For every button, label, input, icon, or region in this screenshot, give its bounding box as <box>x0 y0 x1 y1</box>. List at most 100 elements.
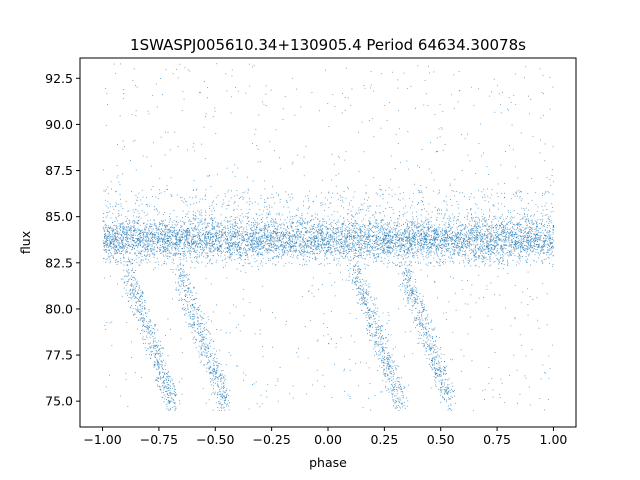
data-point <box>536 221 538 223</box>
data-point <box>220 245 222 247</box>
data-point <box>180 197 181 198</box>
data-point <box>513 236 515 238</box>
data-point <box>300 252 302 254</box>
data-point <box>349 260 351 262</box>
data-point <box>299 216 301 218</box>
data-point <box>516 264 517 266</box>
data-point <box>208 243 210 244</box>
data-point <box>454 241 456 242</box>
data-point <box>310 247 311 249</box>
data-point <box>468 231 470 232</box>
data-point <box>426 223 427 225</box>
data-point <box>367 251 369 252</box>
data-point <box>368 250 370 252</box>
data-point <box>146 233 148 235</box>
data-point <box>184 222 186 223</box>
data-point <box>292 241 293 243</box>
data-point <box>178 243 180 245</box>
data-point <box>411 243 413 245</box>
data-point <box>549 245 550 247</box>
data-point <box>324 226 326 227</box>
data-point <box>200 232 202 233</box>
data-point <box>206 239 208 241</box>
data-point <box>111 235 113 237</box>
data-point <box>212 245 214 247</box>
data-point <box>186 247 188 249</box>
data-point <box>539 234 541 236</box>
data-point <box>436 254 438 256</box>
data-point <box>147 220 149 222</box>
data-point <box>191 227 193 229</box>
data-point <box>520 251 522 252</box>
data-point <box>326 222 328 224</box>
data-point <box>416 255 418 256</box>
data-point <box>465 224 466 225</box>
data-point <box>219 246 221 248</box>
data-point <box>114 245 116 247</box>
data-point <box>381 231 383 233</box>
data-point <box>194 219 196 221</box>
data-point <box>126 233 128 234</box>
data-point <box>552 238 554 240</box>
data-point <box>375 212 377 214</box>
data-point <box>242 236 243 238</box>
data-point <box>549 227 551 229</box>
data-point <box>508 222 509 223</box>
data-point <box>503 218 505 220</box>
data-point <box>386 228 388 229</box>
data-point <box>369 241 371 243</box>
data-point <box>231 231 233 233</box>
data-point <box>404 230 406 232</box>
data-point <box>517 256 519 258</box>
data-point <box>140 240 142 241</box>
data-point <box>204 234 206 236</box>
data-point <box>120 234 122 236</box>
data-point <box>249 233 251 235</box>
data-point <box>153 249 155 251</box>
data-point <box>138 257 140 258</box>
data-point <box>552 193 554 195</box>
data-point <box>338 251 340 253</box>
data-point <box>413 222 415 224</box>
data-point <box>522 217 524 219</box>
data-point <box>312 249 314 250</box>
data-point <box>383 238 385 240</box>
data-point <box>499 257 501 259</box>
data-point <box>143 231 145 233</box>
data-point <box>488 251 490 252</box>
data-point <box>343 229 345 231</box>
data-point <box>510 231 512 233</box>
data-point <box>112 235 113 237</box>
data-point <box>278 212 280 214</box>
data-point <box>175 220 177 222</box>
data-point <box>370 246 372 247</box>
data-point <box>132 237 134 238</box>
data-point <box>367 249 368 251</box>
data-point <box>333 238 335 240</box>
data-point <box>134 241 136 243</box>
data-point <box>123 247 125 249</box>
data-point <box>517 227 518 229</box>
data-point <box>402 232 404 234</box>
data-point <box>549 236 551 238</box>
data-point <box>340 231 342 233</box>
data-point <box>544 252 545 254</box>
data-point <box>379 230 381 231</box>
data-point <box>383 239 385 241</box>
data-point <box>323 239 325 241</box>
data-point <box>207 256 209 257</box>
data-point <box>293 230 294 232</box>
data-point <box>358 244 360 246</box>
data-point <box>440 233 442 235</box>
data-point <box>521 218 523 220</box>
data-point <box>165 235 167 237</box>
data-point <box>454 251 455 253</box>
data-point <box>296 228 298 230</box>
data-point <box>187 213 188 215</box>
data-point <box>199 222 201 224</box>
data-point <box>516 234 518 236</box>
data-point <box>258 251 260 253</box>
data-point <box>552 265 553 267</box>
data-point <box>328 242 330 244</box>
data-point <box>173 231 175 232</box>
